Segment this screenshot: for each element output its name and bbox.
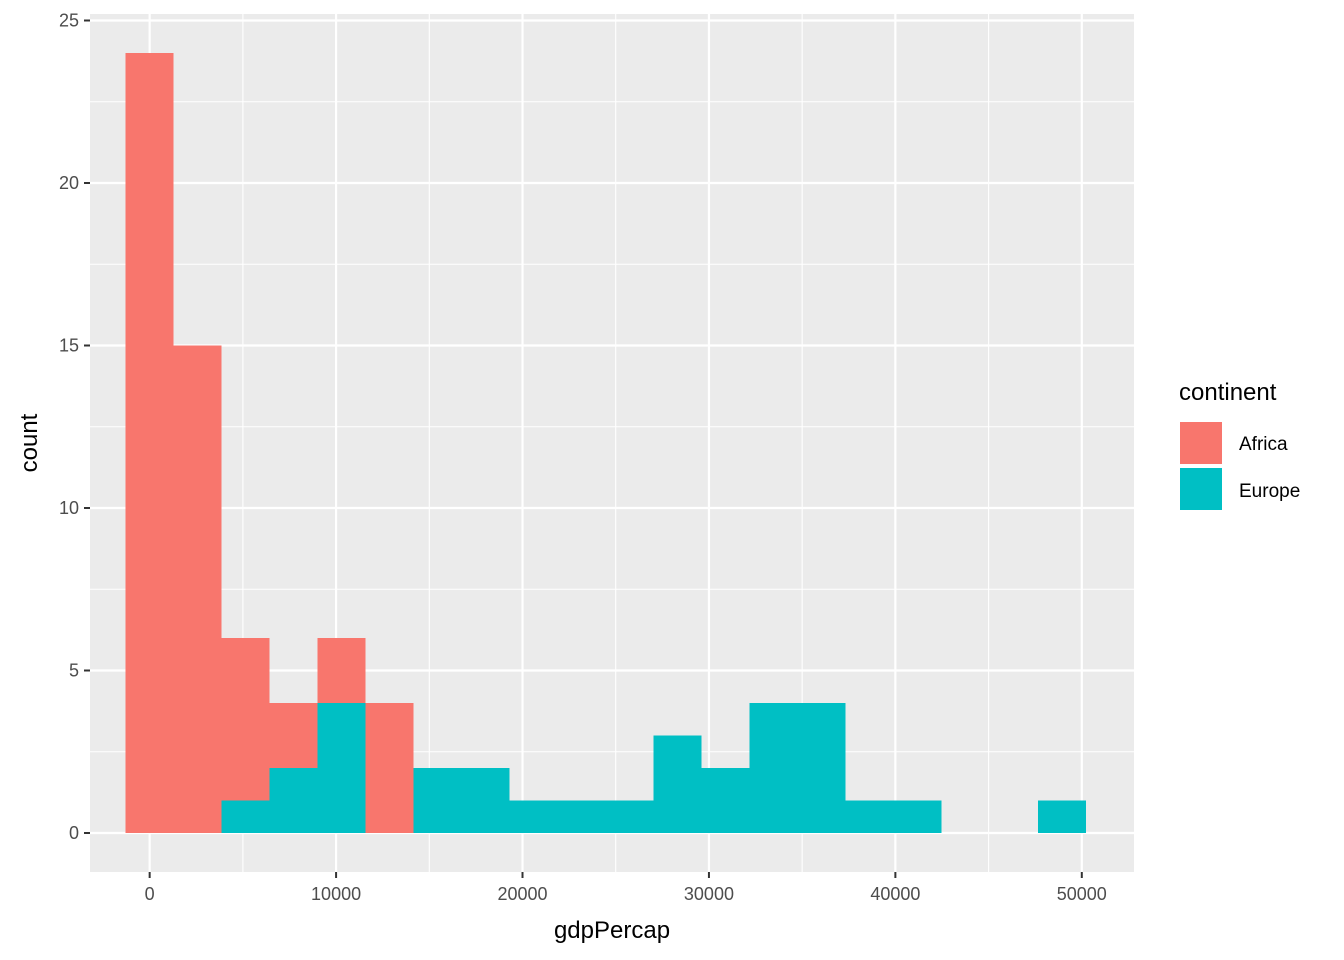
legend-swatch-europe [1180,468,1222,510]
bar-africa-2575 [173,345,222,833]
bar-europe-20600 [509,800,558,833]
bar-europe-7725 [269,768,318,833]
bar-europe-23175 [557,800,606,833]
x-tick-label: 40000 [870,884,920,904]
x-tick-label: 50000 [1057,884,1107,904]
bar-europe-18025 [461,768,510,833]
x-tick-label: 0 [145,884,155,904]
legend-label-africa: Africa [1239,434,1288,455]
bar-europe-36050 [797,703,846,833]
bar-europe-48925 [1037,800,1086,833]
bar-europe-33475 [749,703,798,833]
histogram-bars [125,53,1086,833]
y-tick-label: 25 [59,11,79,31]
x-axis: 0 10000 20000 30000 40000 50000 [145,872,1107,904]
bar-europe-5150 [221,800,270,833]
y-axis: 0 5 10 15 20 25 [59,11,90,843]
legend: continent Africa Europe [1179,379,1300,510]
bar-africa-5150 [221,638,270,801]
y-tick-label: 5 [69,661,79,681]
y-tick-label: 15 [59,336,79,356]
y-axis-title: count [16,413,43,472]
x-tick-label: 30000 [684,884,734,904]
x-axis-title: gdpPercap [554,917,670,944]
bar-europe-41200 [893,800,942,833]
y-tick-label: 20 [59,173,79,193]
bar-africa-10300 [317,638,366,703]
bar-africa-12875 [365,703,414,833]
y-tick-label: 0 [69,823,79,843]
bar-europe-10300 [317,703,366,833]
x-tick-label: 20000 [497,884,547,904]
bar-europe-28325 [653,735,702,833]
x-tick-label: 10000 [311,884,361,904]
bar-europe-15450 [413,768,462,833]
minor-gridlines [90,14,1134,872]
legend-title: continent [1179,379,1277,406]
bar-europe-25750 [605,800,654,833]
bar-africa-0 [125,53,174,833]
legend-label-europe: Europe [1239,481,1300,502]
legend-swatch-africa [1180,422,1222,464]
bar-europe-38625 [845,800,894,833]
bar-africa-7725 [269,703,318,768]
bar-europe-30900 [701,768,750,833]
y-tick-label: 10 [59,498,79,518]
